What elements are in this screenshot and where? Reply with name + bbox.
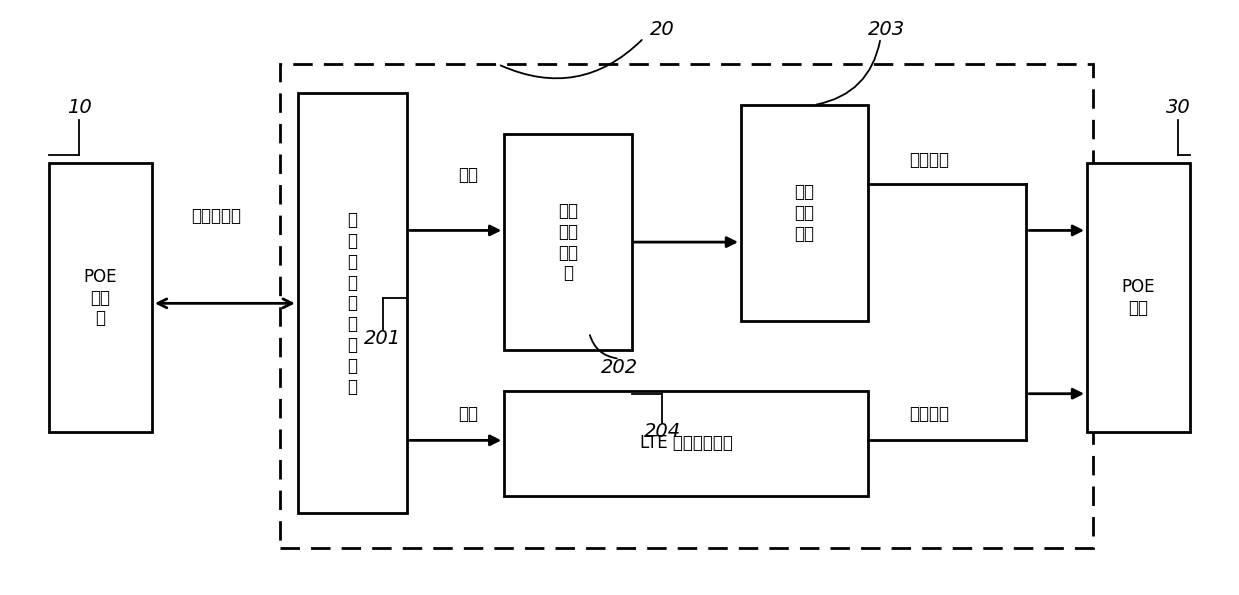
Text: 电源
管理
电路: 电源 管理 电路 xyxy=(794,183,815,243)
Text: 电源输出: 电源输出 xyxy=(909,152,949,170)
Bar xyxy=(297,93,406,513)
Text: 10: 10 xyxy=(67,99,92,117)
Text: 203: 203 xyxy=(869,20,906,39)
Text: 识别
和分
级电
路: 识别 和分 级电 路 xyxy=(558,202,577,282)
Text: 电源: 电源 xyxy=(457,166,478,184)
Bar xyxy=(280,64,1093,548)
Text: 网络接口: 网络接口 xyxy=(909,405,949,423)
Bar xyxy=(48,164,152,431)
Text: 超五类网线: 超五类网线 xyxy=(191,207,242,225)
Text: 网络: 网络 xyxy=(457,405,478,423)
Text: 202: 202 xyxy=(601,358,638,377)
Text: 20: 20 xyxy=(649,20,674,39)
Text: LTE 网络延长电路: LTE 网络延长电路 xyxy=(639,434,732,452)
Text: 204: 204 xyxy=(643,422,680,441)
Bar xyxy=(504,134,632,350)
Bar xyxy=(504,391,869,496)
Text: 30: 30 xyxy=(1166,99,1191,117)
Text: 201: 201 xyxy=(364,329,401,348)
Text: POE
交换
机: POE 交换 机 xyxy=(84,268,118,327)
Text: 电
源
和
信
号
分
离
电
路: 电 源 和 信 号 分 离 电 路 xyxy=(347,211,357,396)
Text: POE
负载: POE 负载 xyxy=(1121,278,1155,317)
Bar xyxy=(741,105,869,321)
Bar xyxy=(1087,164,1191,431)
